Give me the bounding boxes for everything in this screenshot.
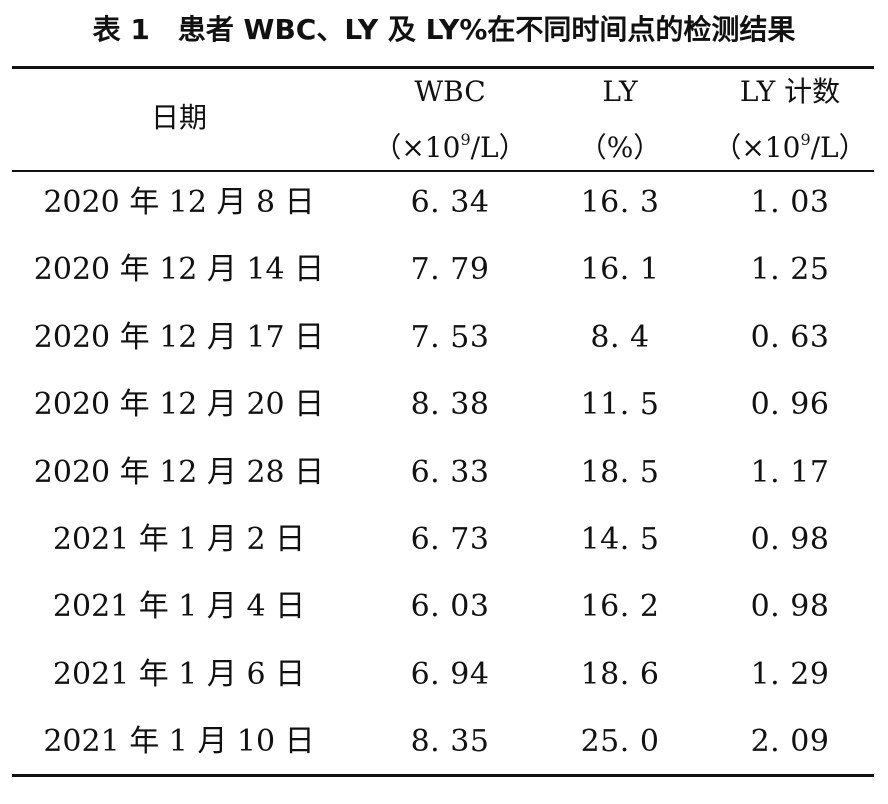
ly-percent-cell: 25. 0 <box>580 724 660 760</box>
table-row: 2020 年 12 月 8 日 6. 34 16. 3 1. 03 <box>0 172 888 239</box>
ly-percent-cell: 8. 4 <box>590 319 650 355</box>
ly-count-cell: 0. 63 <box>750 319 830 355</box>
ly-count-cell: 1. 25 <box>750 252 830 288</box>
top-rule <box>12 66 874 69</box>
header-wbc-unit-prefix: （×10 <box>373 131 461 164</box>
table-row: 2020 年 12 月 14 日 7. 79 16. 1 1. 25 <box>0 239 888 306</box>
ly-count-cell: 0. 98 <box>750 589 830 625</box>
table-caption: 表 1 患者 WBC、LY 及 LY%在不同时间点的检测结果 <box>0 10 888 50</box>
ly-percent-cell: 11. 5 <box>580 387 660 423</box>
ly-count-cell: 1. 03 <box>750 185 830 220</box>
header-wbc-unit-suffix: /L） <box>470 131 527 164</box>
table-title: 患者 WBC、LY 及 LY%在不同时间点的检测结果 <box>177 13 796 46</box>
table-row: 2021 年 1 月 6 日 6. 94 18. 6 1. 29 <box>0 644 888 711</box>
date-cell: 2020 年 12 月 20 日 <box>33 387 325 423</box>
table-row: 2020 年 12 月 17 日 7. 53 8. 4 0. 63 <box>0 307 888 374</box>
table-row: 2020 年 12 月 20 日 8. 38 11. 5 0. 96 <box>0 374 888 441</box>
header-ly-count-unit-exponent: 9 <box>800 130 811 149</box>
wbc-cell: 7. 79 <box>410 252 490 288</box>
header-ly-count: LY 计数 （×109/L） <box>690 64 888 176</box>
date-cell: 2021 年 1 月 10 日 <box>43 724 315 760</box>
ly-percent-cell: 16. 3 <box>580 185 660 220</box>
header-wbc-unit: （×109/L） <box>350 120 550 176</box>
header-wbc: WBC （×109/L） <box>350 64 550 176</box>
date-cell: 2020 年 12 月 8 日 <box>43 185 315 220</box>
wbc-cell: 8. 35 <box>410 724 490 760</box>
date-cell: 2021 年 1 月 4 日 <box>52 589 306 625</box>
date-cell: 2021 年 1 月 2 日 <box>52 521 306 557</box>
wbc-cell: 6. 94 <box>410 656 490 692</box>
ly-count-cell: 0. 98 <box>750 521 830 557</box>
table-number: 表 1 <box>92 13 150 46</box>
header-ly-count-name: LY 计数 <box>739 75 841 108</box>
header-wbc-name: WBC <box>414 75 486 108</box>
date-cell: 2020 年 12 月 14 日 <box>33 252 325 288</box>
header-ly-count-unit-prefix: （×10 <box>713 131 801 164</box>
ly-percent-cell: 14. 5 <box>580 521 660 557</box>
wbc-cell: 6. 33 <box>410 454 490 490</box>
table-body: 2020 年 12 月 8 日 6. 34 16. 3 1. 03 2020 年… <box>0 172 888 779</box>
wbc-cell: 8. 38 <box>410 387 490 423</box>
wbc-cell: 6. 73 <box>410 521 490 557</box>
ly-count-cell: 0. 96 <box>750 387 830 423</box>
header-rule <box>12 170 874 172</box>
ly-percent-cell: 18. 5 <box>580 454 660 490</box>
ly-percent-cell: 16. 1 <box>580 252 660 288</box>
header-ly-name: LY <box>602 75 638 108</box>
table-row: 2021 年 1 月 10 日 8. 35 25. 0 2. 09 <box>0 711 888 778</box>
table-row: 2021 年 1 月 2 日 6. 73 14. 5 0. 98 <box>0 509 888 576</box>
wbc-cell: 6. 34 <box>410 185 490 220</box>
ly-percent-cell: 16. 2 <box>580 589 660 625</box>
ly-percent-cell: 18. 6 <box>580 656 660 692</box>
table-row: 2021 年 1 月 4 日 6. 03 16. 2 0. 98 <box>0 576 888 643</box>
table-row: 2020 年 12 月 28 日 6. 33 18. 5 1. 17 <box>0 442 888 509</box>
wbc-cell: 7. 53 <box>410 319 490 355</box>
header-ly-unit: （%） <box>578 131 662 164</box>
header-ly-count-unit: （×109/L） <box>690 120 888 176</box>
bottom-rule <box>12 774 874 777</box>
date-cell: 2021 年 1 月 6 日 <box>52 656 306 692</box>
header-ly-count-unit-suffix: /L） <box>810 131 867 164</box>
ly-count-cell: 1. 17 <box>750 454 830 490</box>
header-wbc-unit-exponent: 9 <box>460 130 471 149</box>
ly-count-cell: 2. 09 <box>750 724 830 760</box>
date-cell: 2020 年 12 月 17 日 <box>33 319 325 355</box>
header-date: 日期 <box>150 101 207 134</box>
wbc-cell: 6. 03 <box>410 589 490 625</box>
ly-count-cell: 1. 29 <box>750 656 830 692</box>
header-ly: LY （%） <box>540 64 700 176</box>
date-cell: 2020 年 12 月 28 日 <box>33 454 325 490</box>
